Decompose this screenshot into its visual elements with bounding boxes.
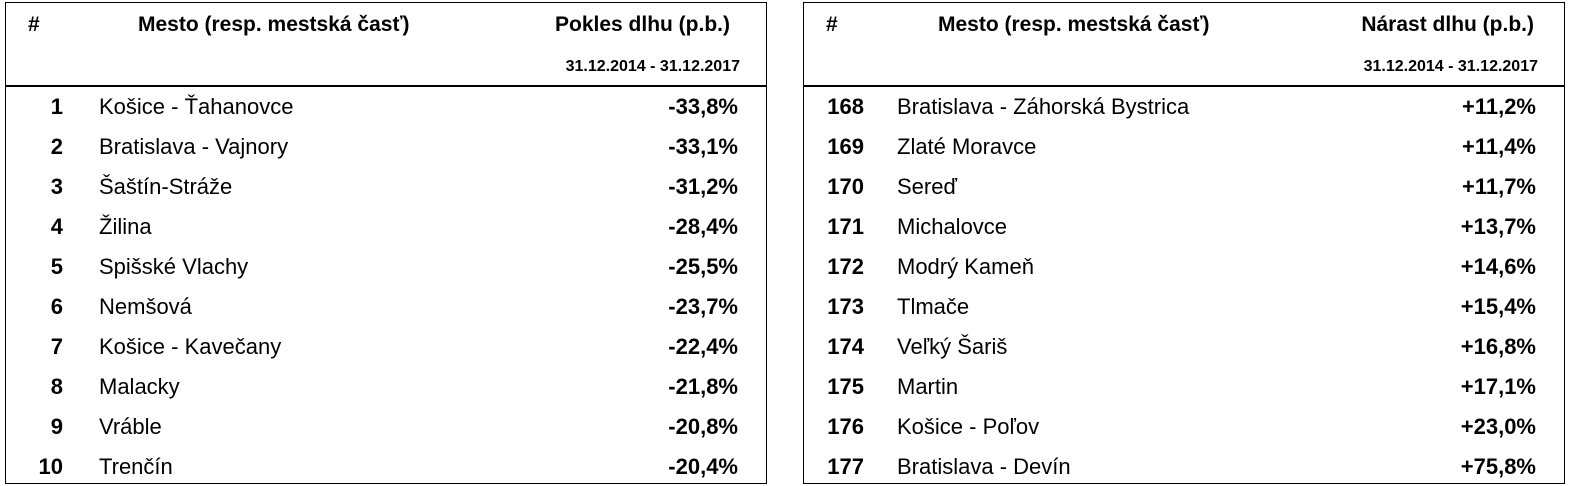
value: -23,7%: [668, 294, 738, 319]
city: Košice - Kavečany: [99, 334, 282, 359]
header-city: Mesto (resp. mestská časť): [138, 13, 410, 36]
city: Malacky: [99, 374, 180, 399]
city: Trenčín: [99, 454, 173, 479]
rank: 172: [827, 254, 864, 279]
header-row: # Mesto (resp. mestská časť) Nárast dlhu (…: [804, 3, 1564, 51]
value: +16,8%: [1460, 334, 1536, 359]
rank: 175: [827, 374, 864, 399]
value: +13,7%: [1460, 214, 1536, 239]
subheader-row: 31.12.2014 - 31.12.2017: [804, 51, 1564, 87]
header-city: Mesto (resp. mestská časť): [938, 13, 1210, 36]
value: -31,2%: [668, 174, 738, 199]
city: Žilina: [99, 214, 152, 239]
table-row: 177 Bratislava - Devín +75,8%: [804, 446, 1564, 486]
city: Martin: [897, 374, 959, 399]
value: -33,8%: [668, 94, 738, 119]
table-row: 174 Veľký Šariš +16,8%: [804, 326, 1564, 366]
rank: 5: [50, 254, 63, 279]
table-row: 169 Zlaté Moravce +11,4%: [804, 126, 1564, 166]
table-row: 1 Košice - Ťahanovce -33,8%: [6, 86, 766, 126]
city: Vráble: [99, 414, 162, 439]
table-row: 173 Tlmače +15,4%: [804, 286, 1564, 326]
table-row: 168 Bratislava - Záhorská Bystrica +11,2%: [804, 86, 1564, 126]
value: +17,1%: [1460, 374, 1536, 399]
subheader-row: 31.12.2014 - 31.12.2017: [6, 51, 766, 87]
header-rank: #: [28, 13, 40, 36]
rank: 2: [50, 134, 63, 159]
rank: 10: [38, 454, 63, 479]
value: +14,6%: [1460, 254, 1536, 279]
table-row: 171 Michalovce +13,7%: [804, 206, 1564, 246]
value: -22,4%: [668, 334, 738, 359]
table: # Mesto (resp. mestská časť) Nárast dlhu (…: [803, 2, 1565, 484]
table-row: 170 Sereď +11,7%: [804, 166, 1564, 206]
header-rank: #: [826, 13, 838, 36]
table-row: 172 Modrý Kameň +14,6%: [804, 246, 1564, 286]
header-value: Nárast dlhu (p.b.): [1361, 13, 1534, 36]
city: Veľký Šariš: [897, 334, 1008, 359]
table-row: 3 Šaštín-Stráže -31,2%: [6, 166, 766, 206]
value: +11,2%: [1461, 94, 1536, 119]
city: Spišské Vlachy: [99, 254, 249, 279]
city: Bratislava - Devín: [897, 454, 1071, 479]
city: Košice - Poľov: [897, 414, 1040, 439]
header-value: Pokles dlhu (p.b.): [554, 13, 730, 36]
rank: 177: [827, 454, 864, 479]
value: +75,8%: [1460, 454, 1536, 479]
value: -20,8%: [668, 414, 738, 439]
rank: 3: [50, 174, 63, 199]
city: Michalovce: [897, 214, 1008, 239]
value: -20,4%: [668, 454, 738, 479]
rank: 176: [827, 414, 864, 439]
value: +11,4%: [1461, 134, 1536, 159]
table-row: 10 Trenčín -20,4%: [6, 446, 766, 486]
rank: 174: [827, 334, 864, 359]
period: 31.12.2014 - 31.12.2017: [565, 58, 740, 75]
rank: 9: [50, 414, 63, 439]
city: Zlaté Moravce: [897, 134, 1037, 159]
value: +23,0%: [1460, 414, 1536, 439]
table-row: 176 Košice - Poľov +23,0%: [804, 406, 1564, 446]
rank: 6: [50, 294, 63, 319]
rank: 7: [50, 334, 63, 359]
table-row: 7 Košice - Kavečany -22,4%: [6, 326, 766, 366]
table-row: 4 Žilina -28,4%: [6, 206, 766, 246]
city: Bratislava - Záhorská Bystrica: [897, 94, 1190, 119]
rank: 1: [50, 94, 63, 119]
rank: 170: [827, 174, 864, 199]
city: Nemšová: [99, 294, 192, 319]
value: -25,5%: [668, 254, 738, 279]
rank: 168: [827, 94, 864, 119]
rank: 169: [827, 134, 864, 159]
city: Modrý Kameň: [897, 254, 1034, 279]
city: Košice - Ťahanovce: [99, 94, 294, 119]
rank: 171: [827, 214, 864, 239]
value: -21,8%: [668, 374, 738, 399]
header-row: # Mesto (resp. mestská časť) Pokles dlhu (…: [6, 3, 766, 51]
rank: 8: [50, 374, 63, 399]
table-row: 6 Nemšová -23,7%: [6, 286, 766, 326]
value: -33,1%: [668, 134, 738, 159]
table-row: 8 Malacky -21,8%: [6, 366, 766, 406]
table-row: 5 Spišské Vlachy -25,5%: [6, 246, 766, 286]
value: +11,7%: [1461, 174, 1536, 199]
period: 31.12.2014 - 31.12.2017: [1363, 58, 1538, 75]
value: -28,4%: [668, 214, 738, 239]
city: Tlmače: [897, 294, 970, 319]
value: +15,4%: [1460, 294, 1536, 319]
city: Sereď: [897, 174, 957, 199]
table-row: 175 Martin +17,1%: [804, 366, 1564, 406]
table-row: 2 Bratislava - Vajnory -33,1%: [6, 126, 766, 166]
rank: 4: [50, 214, 63, 239]
city: Šaštín-Stráže: [99, 174, 233, 199]
table-row: 9 Vráble -20,8%: [6, 406, 766, 446]
city: Bratislava - Vajnory: [99, 134, 289, 159]
table: # Mesto (resp. mestská časť) Pokles dlhu (…: [5, 2, 767, 484]
rank: 173: [827, 294, 864, 319]
